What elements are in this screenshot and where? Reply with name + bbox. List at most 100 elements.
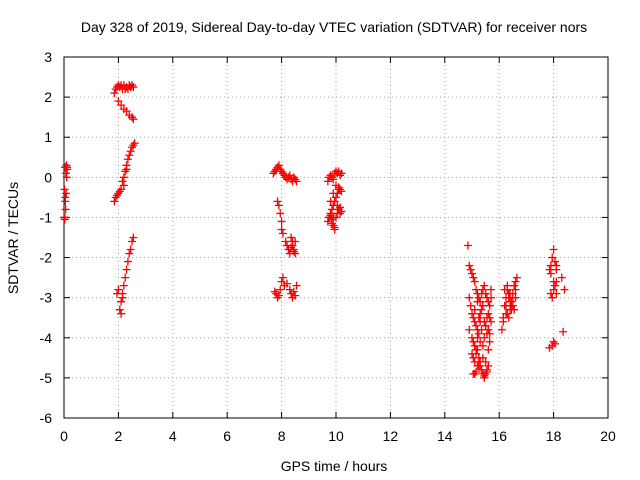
data-point: [557, 273, 566, 282]
data-point: [336, 185, 345, 194]
data-point: [481, 357, 490, 366]
data-point: [510, 305, 519, 314]
x-tick-label: 6: [223, 428, 231, 444]
data-point: [128, 113, 136, 122]
data-point: [62, 173, 71, 182]
data-point: [115, 305, 124, 314]
data-point: [478, 341, 487, 350]
x-tick-label: 8: [278, 428, 286, 444]
data-point: [470, 277, 479, 286]
data-point: [484, 309, 493, 318]
y-tick-label: -1: [40, 209, 53, 225]
data-point: [337, 207, 346, 216]
data-point: [289, 287, 298, 296]
data-point: [472, 285, 481, 294]
data-point: [269, 169, 278, 178]
data-point: [504, 293, 513, 302]
data-point: [62, 189, 71, 198]
data-point: [121, 273, 130, 282]
data-point: [497, 325, 506, 334]
data-point: [289, 245, 298, 254]
data-point: [545, 265, 554, 274]
data-point: [329, 175, 338, 184]
data-point: [469, 273, 478, 282]
data-point: [484, 361, 493, 370]
data-point: [60, 185, 69, 194]
data-point: [333, 201, 342, 210]
data-point: [291, 249, 300, 258]
data-point: [480, 333, 489, 342]
data-point: [510, 281, 519, 290]
data-point: [118, 177, 127, 186]
data-point: [480, 371, 489, 380]
data-point: [327, 219, 336, 228]
data-point: [117, 297, 126, 306]
y-tick-label: 0: [44, 169, 52, 185]
data-point: [291, 175, 300, 184]
y-tick-label: -6: [40, 410, 53, 426]
data-point: [474, 293, 483, 302]
data-point: [480, 281, 489, 290]
data-point: [278, 273, 287, 282]
y-axis-label: SDTVAR / TECUs: [5, 182, 21, 294]
data-point: [114, 189, 123, 198]
data-point: [61, 205, 70, 214]
data-point: [485, 313, 494, 322]
data-point: [292, 281, 301, 290]
data-point: [472, 367, 481, 376]
data-point: [61, 169, 70, 178]
plot-frame: [63, 56, 609, 419]
x-axis-label: GPS time / hours: [281, 458, 388, 474]
y-tick-label: -5: [40, 370, 53, 386]
data-point: [470, 305, 479, 314]
x-tick-label: 18: [546, 428, 562, 444]
data-point: [478, 301, 487, 310]
data-point: [274, 291, 283, 300]
data-point: [337, 187, 346, 196]
data-point: [487, 285, 496, 294]
data-point: [270, 167, 279, 176]
data-point: [329, 221, 338, 230]
data-point: [504, 313, 513, 322]
data-point: [549, 245, 558, 254]
data-point: [126, 245, 135, 254]
data-point: [337, 169, 346, 178]
data-point: [61, 193, 70, 202]
data-point: [274, 161, 283, 170]
data-point: [482, 329, 491, 338]
data-point: [129, 233, 138, 242]
data-point: [122, 107, 131, 116]
data-point: [468, 269, 476, 278]
x-tick-label: 4: [169, 428, 177, 444]
data-point: [291, 291, 300, 300]
data-point: [549, 337, 558, 346]
data-point: [270, 287, 279, 296]
data-point: [291, 237, 300, 246]
data-point: [62, 163, 71, 172]
data-point: [125, 249, 134, 258]
data-point: [512, 273, 521, 282]
data-point: [546, 269, 555, 278]
data-point: [559, 327, 568, 336]
data-point: [114, 97, 123, 106]
data-point: [484, 325, 493, 334]
data-point: [327, 205, 336, 214]
data-point: [477, 365, 486, 374]
data-point: [285, 285, 294, 294]
data-point: [277, 167, 286, 176]
x-tick-label: 16: [491, 428, 507, 444]
data-point: [278, 169, 287, 178]
data-point: [121, 167, 130, 176]
data-point: [283, 279, 292, 288]
data-point: [511, 277, 520, 286]
data-point: [332, 193, 340, 202]
data-point: [119, 281, 128, 290]
data-point: [485, 337, 494, 346]
data-point: [499, 317, 508, 326]
data-point: [117, 101, 126, 110]
data-point: [470, 341, 479, 350]
data-point: [115, 187, 124, 196]
data-point: [550, 257, 559, 266]
data-point: [111, 193, 120, 202]
